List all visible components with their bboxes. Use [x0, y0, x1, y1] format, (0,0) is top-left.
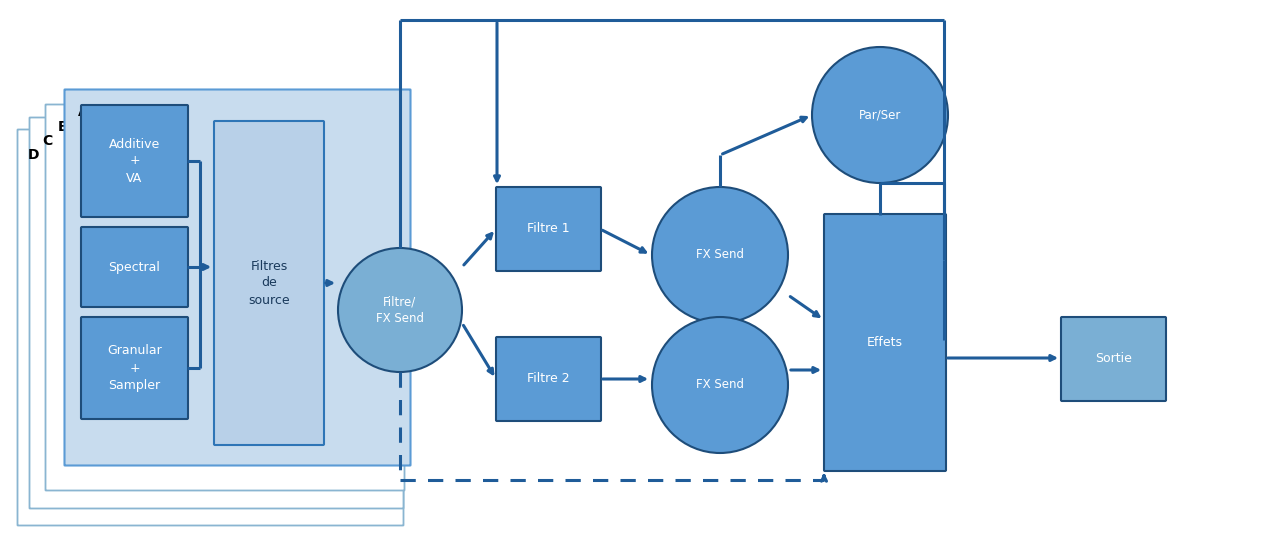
- Ellipse shape: [338, 248, 462, 372]
- Text: Additive
+
VA: Additive + VA: [109, 138, 160, 185]
- Text: FX Send: FX Send: [696, 378, 744, 392]
- Text: Granular
+
Sampler: Granular + Sampler: [108, 345, 162, 392]
- Text: Filtre/
FX Send: Filtre/ FX Send: [376, 295, 424, 325]
- FancyBboxPatch shape: [64, 90, 410, 466]
- Ellipse shape: [653, 187, 788, 323]
- Text: Sortie: Sortie: [1095, 352, 1132, 366]
- FancyBboxPatch shape: [29, 117, 404, 509]
- Text: Filtre 2: Filtre 2: [527, 373, 569, 385]
- FancyBboxPatch shape: [18, 129, 404, 525]
- FancyBboxPatch shape: [81, 317, 188, 419]
- FancyBboxPatch shape: [1061, 317, 1167, 401]
- Ellipse shape: [812, 47, 947, 183]
- FancyBboxPatch shape: [81, 105, 188, 217]
- Text: C: C: [42, 134, 53, 148]
- Text: D: D: [28, 148, 40, 162]
- FancyBboxPatch shape: [824, 214, 946, 471]
- Text: B: B: [58, 120, 69, 134]
- FancyBboxPatch shape: [214, 121, 324, 445]
- Text: Filtres
de
source: Filtres de source: [249, 259, 290, 306]
- Text: Par/Ser: Par/Ser: [859, 108, 901, 122]
- FancyBboxPatch shape: [81, 227, 188, 307]
- Text: Spectral: Spectral: [109, 260, 160, 274]
- FancyBboxPatch shape: [45, 105, 405, 491]
- Text: Filtre 1: Filtre 1: [527, 222, 569, 236]
- Ellipse shape: [653, 317, 788, 453]
- FancyBboxPatch shape: [496, 337, 601, 421]
- Text: FX Send: FX Send: [696, 248, 744, 262]
- FancyBboxPatch shape: [496, 187, 601, 271]
- Text: A: A: [78, 105, 88, 119]
- Text: Effets: Effets: [867, 336, 903, 349]
